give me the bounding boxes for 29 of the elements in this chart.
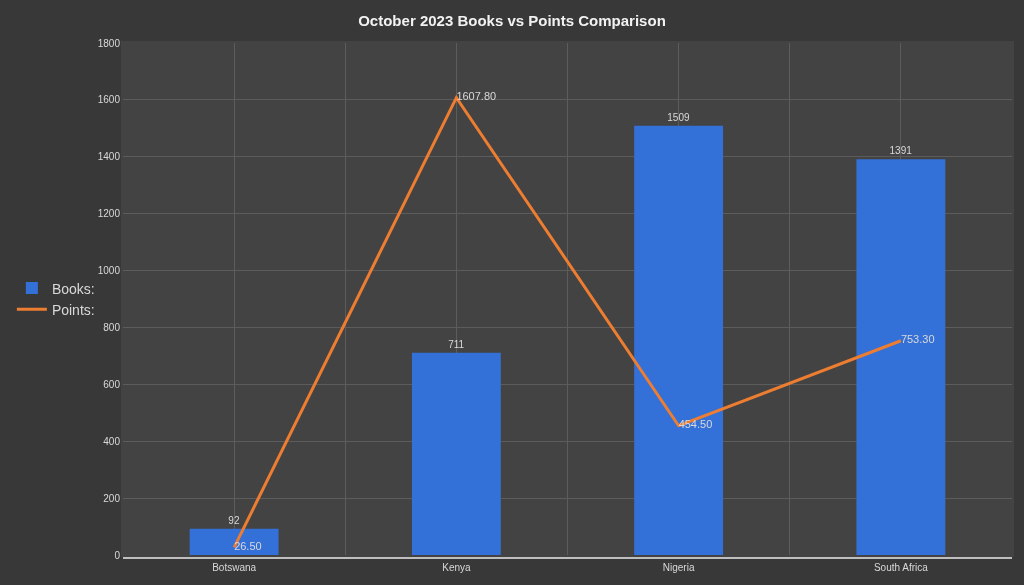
y-tick-label: 200 [103, 492, 121, 504]
bar [189, 528, 279, 555]
y-tick-label: 800 [103, 321, 121, 333]
data-label: 753.30 [900, 333, 935, 346]
legend-label: Points: [51, 301, 95, 318]
legend-label: Books: [51, 280, 95, 297]
data-label: 1391 [889, 145, 913, 157]
x-tick-label: Nigeria [662, 561, 695, 573]
data-label: 1607.80 [456, 90, 497, 103]
y-tick-label: 1200 [97, 208, 121, 220]
chart-title: October 2023 Books vs Points Comparison [358, 11, 666, 29]
y-tick-label: 1400 [97, 151, 121, 163]
y-tick-label: 600 [103, 378, 121, 390]
data-label: 454.50 [678, 418, 713, 431]
bar [856, 159, 946, 555]
y-tick-label: 1000 [97, 265, 121, 277]
bar [411, 352, 501, 555]
x-tick-label: Kenya [442, 561, 471, 573]
bar [634, 125, 724, 555]
data-label: 1509 [667, 111, 690, 123]
y-tick-label: 1600 [97, 94, 121, 106]
y-tick-label: 1800 [97, 37, 121, 49]
x-tick-label: South Africa [873, 561, 929, 573]
data-label: 92 [228, 514, 240, 526]
data-label: 26.50 [234, 540, 262, 553]
data-label: 711 [448, 338, 465, 350]
x-tick-label: Botswana [212, 561, 257, 573]
y-tick-label: 400 [103, 435, 121, 447]
y-tick-label: 0 [114, 549, 121, 561]
